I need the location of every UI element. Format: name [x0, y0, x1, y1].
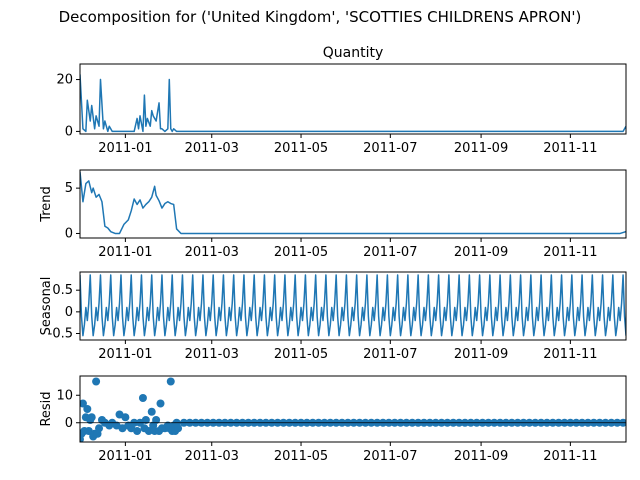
- trend-ylabel: Trend: [39, 186, 54, 223]
- seasonal-xtick-label: 2011-05: [274, 347, 328, 362]
- resid-point: [166, 377, 175, 386]
- resid-point: [144, 427, 153, 435]
- resid-axes-frame: [79, 375, 627, 443]
- resid-xtick-label: 2011-09: [454, 449, 508, 464]
- trend-axes-frame: [79, 169, 627, 239]
- resid-ytick-label: 10: [56, 388, 73, 403]
- seasonal-xtick-label: 2011-11: [543, 347, 597, 362]
- resid-point: [174, 424, 183, 433]
- seasonal-ytick-label: 0.5: [52, 283, 73, 298]
- resid-point: [121, 413, 130, 422]
- trend-xtick-label: 2011-07: [363, 245, 417, 260]
- resid-xtick-label: 2011-03: [185, 449, 239, 464]
- panel-trend: 0 5 2011-01 2011-03 2011-05 2011-07 2011-09 201…: [39, 169, 627, 260]
- resid-point: [80, 399, 87, 408]
- quantity-xtick-label: 2011-01: [98, 141, 152, 156]
- trend-data: [80, 171, 626, 235]
- trend-ytick-label: 0: [65, 226, 73, 241]
- seasonal-axes-frame: [79, 271, 627, 341]
- quantity-axes-frame: [79, 63, 627, 135]
- resid-xtick-label: 2011-01: [98, 449, 152, 464]
- resid-point: [152, 416, 161, 424]
- panel-quantity: 0 20 2011-01 2011-03 2011-05 2011-07 2011-09 20…: [56, 45, 627, 156]
- resid-point: [133, 427, 142, 435]
- seasonal-xtick-label: 2011-01: [98, 347, 152, 362]
- quantity-ytick-label: 20: [56, 73, 73, 88]
- resid-xtick-label: 2011-11: [543, 449, 597, 464]
- trend-xtick-label: 2011-01: [98, 245, 152, 260]
- trend-series-line: [80, 171, 626, 235]
- quantity-xtick-label: 2011-03: [185, 141, 239, 156]
- trend-xtick-label: 2011-03: [185, 245, 239, 260]
- trend-xtick-label: 2011-11: [543, 245, 597, 260]
- quantity-data: [80, 74, 626, 133]
- panel-resid: 0 10 2011-01 2011-03 2011-05 2011-07 2011-09 20…: [39, 375, 627, 464]
- seasonal-series-line: [80, 274, 626, 337]
- resid-point: [92, 377, 101, 386]
- seasonal-xtick-label: 2011-03: [185, 347, 239, 362]
- resid-point: [87, 413, 96, 422]
- seasonal-ytick-label: -0.5: [48, 327, 73, 342]
- quantity-ytick-label: 0: [65, 124, 73, 139]
- trend-xtick-label: 2011-09: [454, 245, 508, 260]
- resid-ytick-label: 0: [65, 416, 73, 431]
- resid-xtick-label: 2011-07: [363, 449, 417, 464]
- resid-ylabel: Resid: [39, 391, 54, 426]
- quantity-xtick-label: 2011-07: [363, 141, 417, 156]
- resid-point: [138, 394, 147, 402]
- subplot-panels: 0 20 2011-01 2011-03 2011-05 2011-07 2011-09 20…: [39, 45, 627, 464]
- seasonal-xtick-label: 2011-07: [363, 347, 417, 362]
- resid-point: [95, 424, 104, 433]
- resid-xtick-label: 2011-05: [274, 449, 328, 464]
- figure-title: Decomposition for ('United Kingdom', 'SC…: [59, 8, 582, 26]
- seasonal-ytick-label: 0: [65, 305, 73, 320]
- quantity-xtick-label: 2011-05: [274, 141, 328, 156]
- seasonal-data: [80, 274, 626, 337]
- resid-data: [80, 377, 626, 442]
- resid-point: [141, 416, 150, 424]
- resid-point: [83, 405, 92, 413]
- seasonal-xtick-label: 2011-09: [454, 347, 508, 362]
- seasonal-ylabel: Seasonal: [39, 277, 54, 336]
- resid-point: [156, 399, 165, 408]
- quantity-series-line: [80, 74, 626, 133]
- quantity-xtick-label: 2011-09: [454, 141, 508, 156]
- quantity-xtick-label: 2011-11: [543, 141, 597, 156]
- resid-point: [147, 407, 156, 416]
- panel-seasonal: -0.5 0 0.5 2011-01 2011-03 2011-05 2011-07 2011…: [39, 271, 627, 362]
- trend-xtick-label: 2011-05: [274, 245, 328, 260]
- quantity-title: Quantity: [323, 45, 384, 61]
- trend-ytick-label: 5: [65, 181, 73, 196]
